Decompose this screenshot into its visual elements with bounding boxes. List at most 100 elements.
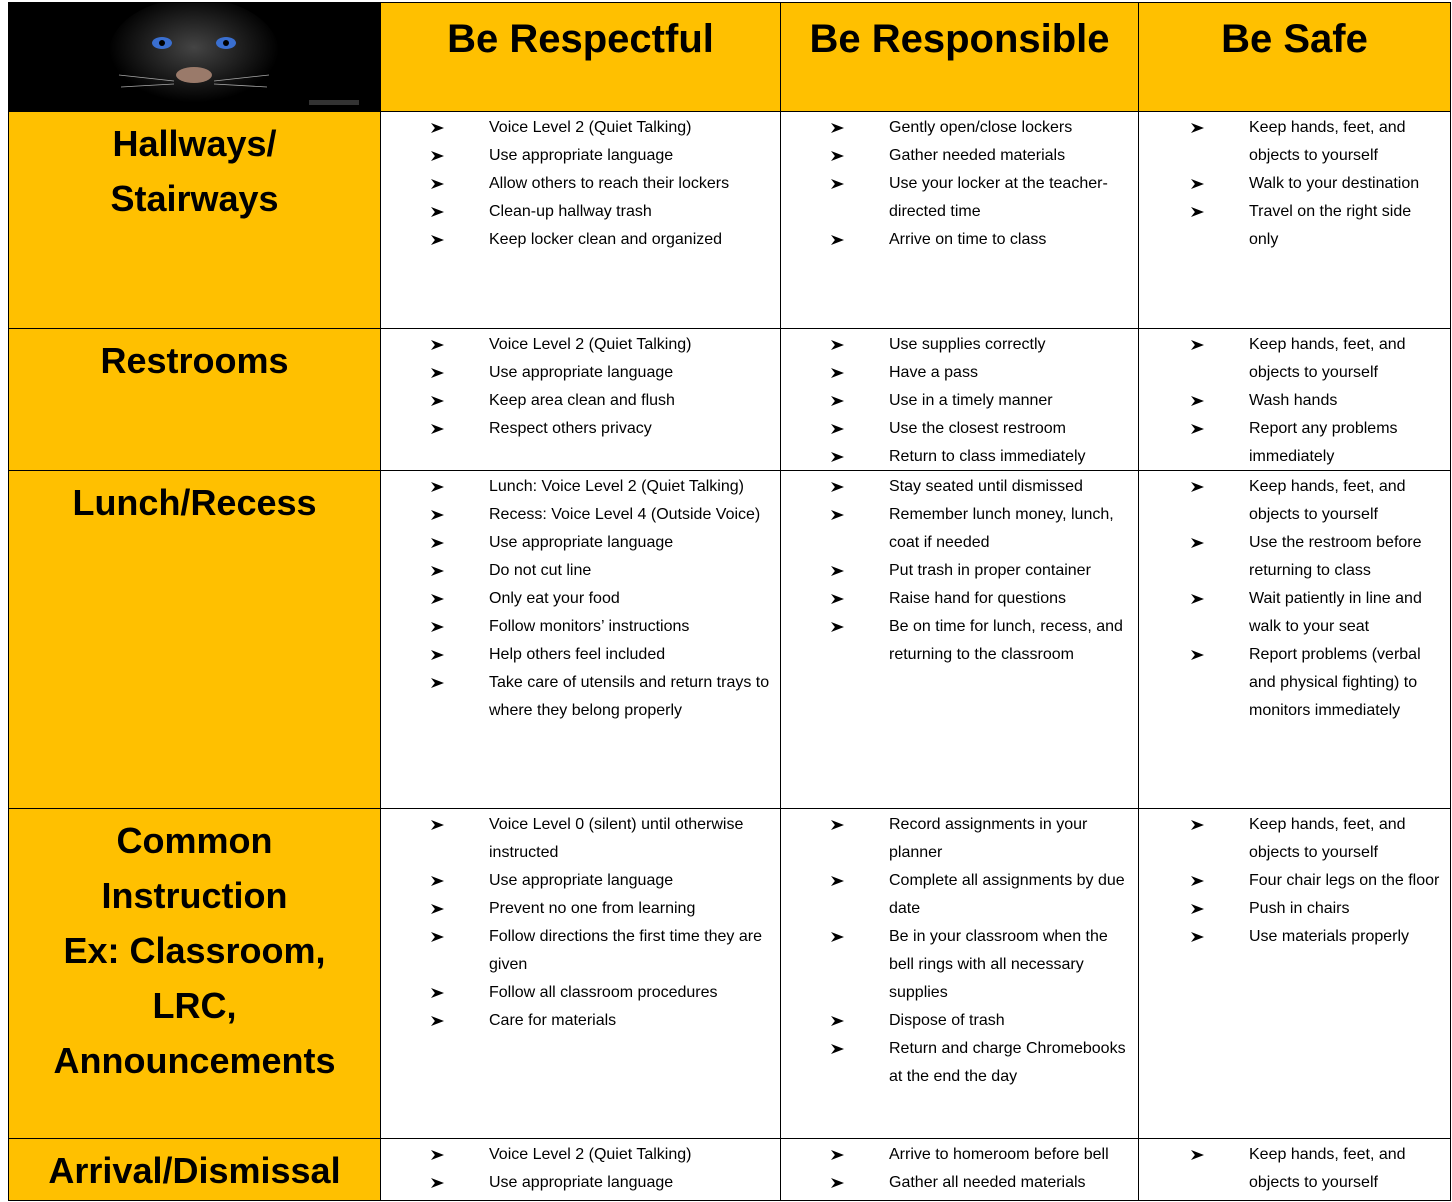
- row-label-line: Common: [116, 820, 273, 861]
- rule-item: Allow others to reach their lockers: [489, 170, 770, 198]
- rule-item: Stay seated until dismissed: [889, 473, 1128, 501]
- row-label-line: LRC,: [152, 985, 237, 1026]
- rule-item: Be on time for lunch, recess, and return…: [889, 613, 1128, 669]
- row-label-line: Lunch/Recess: [72, 482, 317, 523]
- rule-item: Wait patiently in line and walk to your …: [1249, 585, 1442, 641]
- rule-cell: Stay seated until dismissed Remember lunc…: [781, 471, 1139, 809]
- row-label-line: Hallways/: [112, 123, 277, 164]
- rule-cell: Arrive to homeroom before bell Gather all…: [781, 1139, 1139, 1201]
- rule-item: Travel on the right side only: [1249, 198, 1442, 254]
- rule-item: Use your locker at the teacher-directed …: [889, 170, 1128, 226]
- rule-item: Return and charge Chromebooks at the end…: [889, 1035, 1128, 1091]
- rule-item: Clean-up hallway trash: [489, 198, 770, 226]
- rule-item: Voice Level 2 (Quiet Talking): [489, 114, 770, 142]
- rule-item: Keep hands, feet, and objects to yoursel…: [1249, 473, 1442, 529]
- rule-item: Report problems (verbal and physical fig…: [1249, 641, 1442, 725]
- rule-item: Four chair legs on the floor: [1249, 867, 1442, 895]
- rule-item: Help others feel included: [489, 641, 770, 669]
- row-label-line: Restrooms: [100, 340, 289, 381]
- rule-list: Stay seated until dismissed Remember lunc…: [781, 471, 1138, 669]
- rule-cell: Voice Level 0 (silent) until otherwise i…: [381, 809, 781, 1139]
- rule-item: Use the closest restroom: [889, 415, 1128, 443]
- rule-item: Report any problems immediately: [1249, 415, 1442, 470]
- row-label: Lunch/Recess: [9, 471, 381, 809]
- rule-item: Follow monitors’ instructions: [489, 613, 770, 641]
- rule-item: Dispose of trash: [889, 1007, 1128, 1035]
- rule-list: Keep hands, feet, and objects to yoursel…: [1139, 112, 1450, 254]
- row-label-line: Stairways: [110, 178, 279, 219]
- rule-item: Use appropriate language: [489, 142, 770, 170]
- rule-cell: Voice Level 2 (Quiet Talking) Use appropr…: [381, 329, 781, 471]
- rule-list: Keep hands, feet, and objects to yoursel…: [1139, 1139, 1450, 1197]
- rule-item: Voice Level 0 (silent) until otherwise i…: [489, 811, 770, 867]
- rule-cell: Record assignments in your planner Comple…: [781, 809, 1139, 1139]
- rule-cell: Voice Level 2 (Quiet Talking) Use appropr…: [381, 112, 781, 329]
- rule-item: Prevent no one from learning: [489, 895, 770, 923]
- rule-item: Complete all assignments by due date: [889, 867, 1128, 923]
- rule-item: Gently open/close lockers: [889, 114, 1128, 142]
- rule-item: Gather all needed materials: [889, 1169, 1128, 1197]
- behavior-matrix: Be Respectful Be Responsible Be Safe Hallwa…: [8, 2, 1451, 1201]
- rule-item: Remember lunch money, lunch, coat if nee…: [889, 501, 1128, 557]
- row-label: Hallways/Stairways: [9, 112, 381, 329]
- rule-item: Wash hands: [1249, 387, 1442, 415]
- rule-item: Hold doors open for others: [489, 1197, 770, 1200]
- row-label-line: Announcements: [53, 1040, 336, 1081]
- rule-item: Be in your classroom when the bell rings…: [889, 923, 1128, 1007]
- rule-item: Care for materials: [489, 1007, 770, 1035]
- rule-cell: Use supplies correctly Have a pass Use in …: [781, 329, 1139, 471]
- rule-list: Voice Level 0 (silent) until otherwise i…: [381, 809, 780, 1035]
- rule-item: Put trash in proper container: [889, 557, 1128, 585]
- rule-list: Voice Level 2 (Quiet Talking) Use appropr…: [381, 1139, 780, 1200]
- rule-item: Use appropriate language: [489, 867, 770, 895]
- rule-item: Recess: Voice Level 4 (Outside Voice): [489, 501, 770, 529]
- rule-cell: Voice Level 2 (Quiet Talking) Use appropr…: [381, 1139, 781, 1201]
- rule-item: Keep hands, feet, and objects to yoursel…: [1249, 1141, 1442, 1197]
- rule-list: Arrive to homeroom before bell Gather all…: [781, 1139, 1138, 1197]
- row-label: Arrival/Dismissal: [9, 1139, 381, 1201]
- rule-list: Use supplies correctly Have a pass Use in …: [781, 329, 1138, 470]
- row-label-line: Arrival/Dismissal: [48, 1150, 341, 1191]
- rule-item: Do not cut line: [489, 557, 770, 585]
- rule-item: Use appropriate language: [489, 359, 770, 387]
- rule-item: Use the restroom before returning to cla…: [1249, 529, 1442, 585]
- rule-list: Keep hands, feet, and objects to yoursel…: [1139, 809, 1450, 951]
- logo-cell: [9, 3, 381, 112]
- row-label-line: Instruction: [101, 875, 288, 916]
- rule-list: Voice Level 2 (Quiet Talking) Use appropr…: [381, 112, 780, 254]
- rule-list: Voice Level 2 (Quiet Talking) Use appropr…: [381, 329, 780, 443]
- row-label-line: Ex: Classroom,: [63, 930, 326, 971]
- rule-cell: Keep hands, feet, and objects to yoursel…: [1139, 471, 1451, 809]
- column-header: Be Respectful: [381, 3, 781, 112]
- rule-list: Keep hands, feet, and objects to yoursel…: [1139, 471, 1450, 725]
- rule-cell: Keep hands, feet, and objects to yoursel…: [1139, 1139, 1451, 1201]
- rule-cell: Lunch: Voice Level 2 (Quiet Talking) Rece…: [381, 471, 781, 809]
- rule-item: Use appropriate language: [489, 529, 770, 557]
- rule-item: Only eat your food: [489, 585, 770, 613]
- panther-image: [9, 3, 380, 111]
- rule-item: Use appropriate language: [489, 1169, 770, 1197]
- rule-cell: Keep hands, feet, and objects to yoursel…: [1139, 809, 1451, 1139]
- rule-item: Keep hands, feet, and objects to yoursel…: [1249, 114, 1442, 170]
- rule-cell: Keep hands, feet, and objects to yoursel…: [1139, 112, 1451, 329]
- rule-item: Follow directions the first time they ar…: [489, 923, 770, 979]
- rule-cell: Gently open/close lockers Gather needed m…: [781, 112, 1139, 329]
- rule-item: Voice Level 2 (Quiet Talking): [489, 331, 770, 359]
- rule-item: Keep hands, feet, and objects to yoursel…: [1249, 331, 1442, 387]
- rule-list: Gently open/close lockers Gather needed m…: [781, 112, 1138, 254]
- rule-cell: Keep hands, feet, and objects to yoursel…: [1139, 329, 1451, 471]
- rule-item: Gather needed materials: [889, 142, 1128, 170]
- rule-item: Arrive on time to class: [889, 226, 1128, 254]
- rule-list: Keep hands, feet, and objects to yoursel…: [1139, 329, 1450, 470]
- rule-list: Record assignments in your planner Comple…: [781, 809, 1138, 1091]
- rule-item: Keep locker clean and organized: [489, 226, 770, 254]
- row-label: Restrooms: [9, 329, 381, 471]
- rule-item: Respect others privacy: [489, 415, 770, 443]
- rule-item: Raise hand for questions: [889, 585, 1128, 613]
- rule-item: Return to class immediately: [889, 443, 1128, 470]
- rule-item: Keep hands, feet, and objects to yoursel…: [1249, 811, 1442, 867]
- row-label: Common Instruction Ex: Classroom, LRC, Annou…: [9, 809, 381, 1139]
- rule-item: Use materials properly: [1249, 923, 1442, 951]
- rule-item: Follow all classroom procedures: [489, 979, 770, 1007]
